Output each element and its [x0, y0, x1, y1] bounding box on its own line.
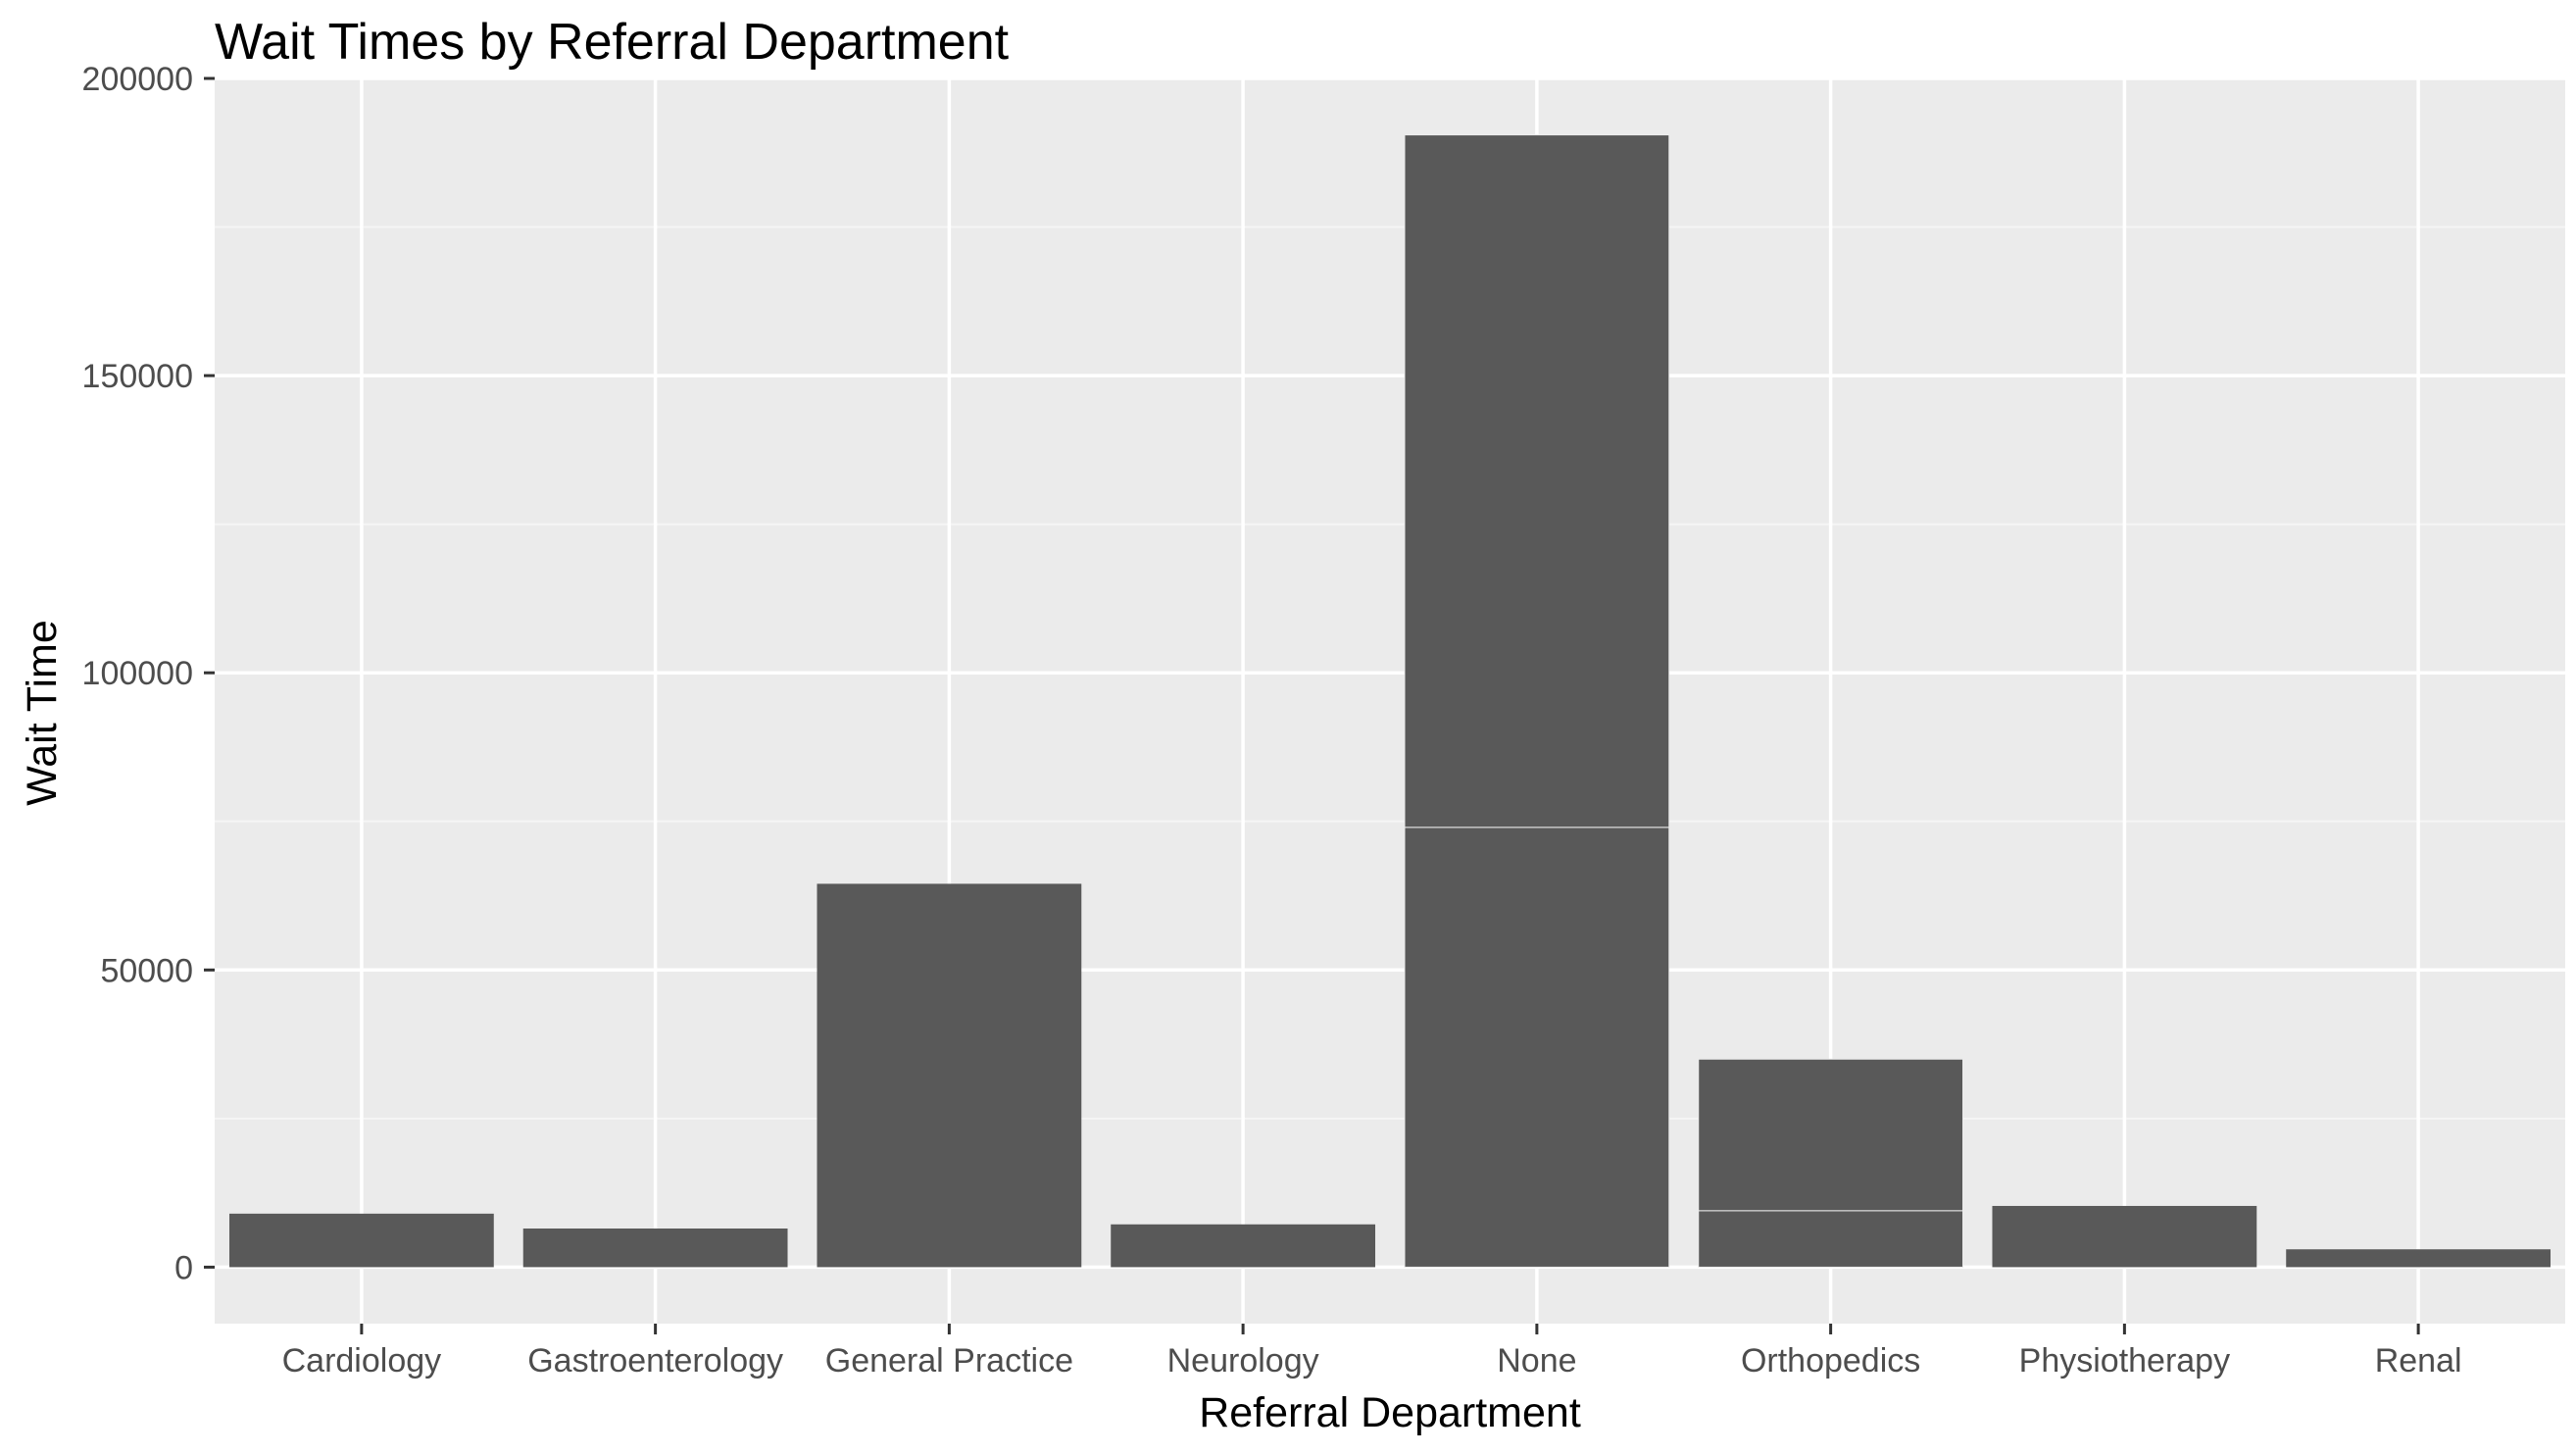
- bar-physiotherapy: [1992, 1205, 2257, 1268]
- chart-title: Wait Times by Referral Department: [215, 14, 1010, 71]
- x-tick-label: Cardiology: [282, 1342, 442, 1380]
- y-tick-label: 0: [174, 1249, 193, 1286]
- x-tick-label: Orthopedics: [1741, 1342, 1920, 1380]
- y-tick-label: 200000: [82, 61, 193, 98]
- bar-none-segment-1: [1404, 827, 1670, 1268]
- bar-gastroenterology: [522, 1229, 788, 1268]
- x-tick-label: Gastroenterology: [527, 1342, 783, 1380]
- y-tick-label: 50000: [100, 952, 193, 989]
- x-tick-label: Physiotherapy: [2019, 1342, 2230, 1380]
- bar-none-segment-2: [1404, 134, 1670, 828]
- plot-panel: [215, 78, 2565, 1324]
- y-axis-title: Wait Time: [19, 620, 66, 806]
- bar-neurology: [1111, 1224, 1376, 1268]
- x-tick-label: Renal: [2375, 1342, 2462, 1380]
- bar-orthopedics-segment-1: [1698, 1210, 1964, 1268]
- bar-cardiology: [228, 1213, 494, 1268]
- y-tick-label: 100000: [82, 655, 193, 692]
- bar-renal: [2286, 1249, 2551, 1268]
- bar-general-practice: [817, 883, 1082, 1268]
- y-tick-label: 150000: [82, 358, 193, 395]
- bar-orthopedics-segment-2: [1698, 1058, 1964, 1212]
- x-tick-label: Neurology: [1167, 1342, 1319, 1380]
- x-axis-title: Referral Department: [1199, 1389, 1581, 1436]
- x-tick-label: None: [1497, 1342, 1576, 1380]
- x-tick-label: General Practice: [825, 1342, 1073, 1380]
